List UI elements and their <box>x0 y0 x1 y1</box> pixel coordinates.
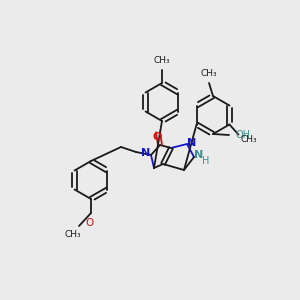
Text: O: O <box>152 132 162 142</box>
Text: OH: OH <box>236 130 251 140</box>
Text: H: H <box>202 156 210 166</box>
Text: N: N <box>194 150 204 160</box>
Text: CH₃: CH₃ <box>241 135 257 144</box>
Text: CH₃: CH₃ <box>65 230 81 239</box>
Text: CH₃: CH₃ <box>201 69 217 78</box>
Text: N: N <box>188 138 196 148</box>
Text: N: N <box>141 148 151 158</box>
Text: O: O <box>85 218 93 228</box>
Text: CH₃: CH₃ <box>154 56 170 65</box>
